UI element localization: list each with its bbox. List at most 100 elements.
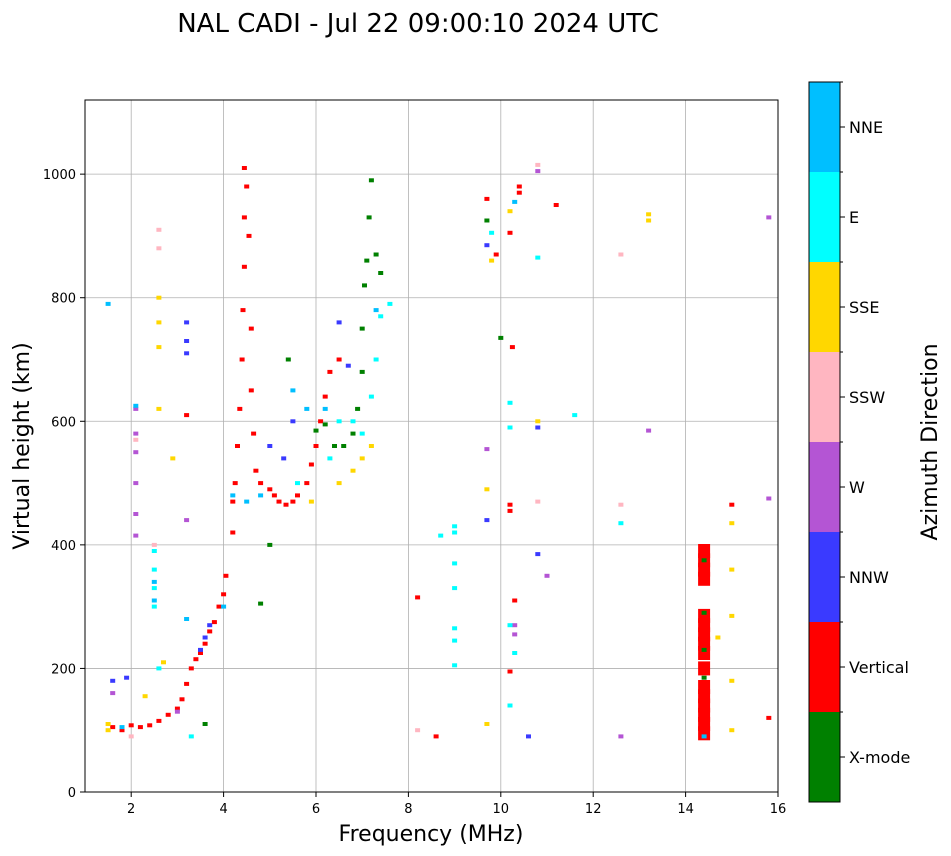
data-point-vertical (165, 712, 171, 717)
data-point-vertical (193, 657, 199, 662)
data-point-vertical (698, 661, 711, 676)
y-tick-label: 1000 (43, 168, 76, 183)
data-point-nnw (207, 623, 213, 628)
data-point-vertical (304, 481, 310, 486)
data-point-x-mode (498, 335, 504, 340)
colorbar: X-mode Vertical NNW W SSW SSE E NNE (808, 81, 910, 803)
data-point-sse (142, 694, 148, 699)
data-point-sse (308, 499, 314, 504)
data-point-nne (151, 598, 157, 603)
data-point-ssw (156, 246, 162, 251)
data-point-e (336, 419, 342, 424)
data-point-vertical (698, 680, 711, 694)
data-point-x-mode (359, 326, 365, 331)
colorbar-frame (808, 81, 841, 803)
data-point-vertical (507, 502, 513, 507)
data-point-vertical (484, 196, 490, 201)
data-point-sse (350, 468, 356, 473)
data-point-vertical (318, 419, 324, 424)
colorbar-segment (809, 82, 840, 172)
data-point-ssw (415, 728, 421, 733)
data-point-vertical (507, 230, 513, 235)
data-point-vertical (241, 264, 247, 269)
data-point-ssw (535, 162, 541, 167)
data-point-vertical (253, 468, 259, 473)
data-point-x-mode (267, 542, 273, 547)
data-point-vertical (241, 215, 247, 220)
colorbar-tick-label: X-mode (849, 748, 910, 767)
x-tick-label: 6 (312, 802, 320, 817)
data-point-vertical (248, 388, 254, 393)
data-point-w (133, 431, 139, 436)
data-point-nne (119, 725, 125, 730)
x-tick-label: 12 (585, 802, 602, 817)
data-point-w (174, 709, 180, 714)
data-point-vertical (223, 573, 229, 578)
data-point-nnw (184, 339, 190, 343)
data-point-x-mode (355, 406, 361, 411)
data-point-nnw (267, 444, 273, 448)
data-point-e (452, 626, 458, 631)
data-point-x-mode (332, 444, 337, 448)
data-point-w (766, 496, 772, 501)
data-point-x-mode (701, 558, 707, 563)
colorbar-tick-label: NNE (849, 118, 883, 137)
data-point-w (618, 734, 624, 739)
data-point-x-mode (364, 258, 370, 263)
colorbar-tick-label: Vertical (849, 658, 909, 677)
data-point-nne (304, 406, 310, 411)
data-point-vertical (184, 413, 190, 418)
data-point-vertical (512, 598, 518, 603)
data-point-vertical (179, 697, 185, 702)
colorbar-segment (809, 262, 840, 352)
data-point-e (452, 638, 458, 643)
data-point-e (156, 666, 162, 671)
y-tick-label: 800 (51, 292, 76, 307)
data-point-x-mode (202, 722, 208, 726)
data-point-sse (729, 678, 735, 683)
colorbar-tick-label: E (849, 208, 859, 227)
data-point-ssw (618, 502, 624, 507)
data-point-nnw (535, 552, 541, 557)
data-point-x-mode (341, 444, 347, 448)
data-point-e (188, 734, 194, 739)
data-point-vertical (174, 706, 180, 711)
data-point-nne (151, 579, 157, 584)
data-point-sse (729, 613, 735, 618)
data-point-vertical (258, 481, 264, 486)
y-tick-label: 400 (51, 539, 76, 554)
chart-title: NAL CADI - Jul 22 09:00:10 2024 UTC (177, 9, 659, 39)
data-point-vertical (221, 592, 227, 597)
data-point-e (295, 481, 300, 486)
data-point-sse (359, 456, 365, 461)
data-point-w (133, 533, 139, 538)
colorbar-segment (809, 172, 840, 262)
data-point-w (512, 623, 518, 628)
data-point-e (151, 604, 157, 609)
data-point-e (512, 651, 518, 655)
data-point-nne (290, 388, 296, 393)
data-point-sse (484, 487, 490, 492)
data-point-sse (646, 212, 652, 217)
data-point-e (452, 561, 458, 566)
data-point-w (133, 406, 139, 411)
data-point-x-mode (484, 218, 490, 223)
data-point-e (507, 703, 513, 708)
data-point-e (359, 431, 365, 436)
data-point-vertical (207, 629, 213, 634)
data-point-vertical (295, 493, 300, 498)
data-point-nne (133, 403, 139, 408)
data-point-vertical (198, 651, 203, 655)
data-point-ssw (535, 499, 541, 504)
data-point-x-mode (366, 215, 372, 220)
data-point-e (618, 521, 624, 526)
data-point-vertical (188, 666, 194, 671)
data-point-sse (156, 345, 162, 350)
data-point-vertical (137, 725, 143, 730)
data-point-x-mode (350, 431, 356, 436)
x-tick-label: 8 (404, 802, 412, 817)
data-point-x-mode (701, 610, 707, 615)
data-point-vertical (308, 462, 314, 467)
data-point-nne (105, 301, 111, 306)
data-point-e (378, 314, 384, 319)
